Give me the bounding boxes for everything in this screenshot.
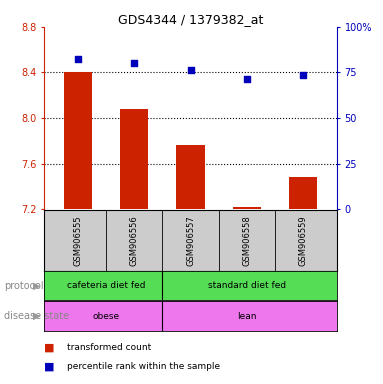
Text: ▶: ▶ bbox=[33, 311, 41, 321]
Point bbox=[300, 72, 306, 78]
Text: GSM906556: GSM906556 bbox=[130, 215, 139, 266]
Text: lean: lean bbox=[237, 311, 257, 321]
Text: GSM906559: GSM906559 bbox=[299, 215, 308, 266]
Bar bbox=[64, 73, 92, 209]
Text: percentile rank within the sample: percentile rank within the sample bbox=[67, 362, 220, 371]
Text: GSM906557: GSM906557 bbox=[186, 215, 195, 266]
Text: protocol: protocol bbox=[4, 281, 43, 291]
Bar bbox=[177, 146, 205, 209]
Bar bbox=[289, 177, 318, 209]
Text: ■: ■ bbox=[44, 362, 54, 372]
Text: cafeteria diet fed: cafeteria diet fed bbox=[67, 281, 145, 290]
Bar bbox=[233, 207, 261, 209]
Text: ■: ■ bbox=[44, 343, 54, 353]
Text: GSM906555: GSM906555 bbox=[74, 215, 82, 266]
Text: GSM906558: GSM906558 bbox=[242, 215, 251, 266]
Text: transformed count: transformed count bbox=[67, 343, 151, 352]
Text: obese: obese bbox=[92, 311, 119, 321]
Text: standard diet fed: standard diet fed bbox=[208, 281, 286, 290]
Title: GDS4344 / 1379382_at: GDS4344 / 1379382_at bbox=[118, 13, 263, 26]
Bar bbox=[120, 109, 148, 209]
Point bbox=[188, 67, 194, 73]
Point bbox=[75, 56, 81, 62]
Text: disease state: disease state bbox=[4, 311, 69, 321]
Point bbox=[131, 60, 137, 66]
Text: ▶: ▶ bbox=[33, 281, 41, 291]
Point bbox=[244, 76, 250, 83]
